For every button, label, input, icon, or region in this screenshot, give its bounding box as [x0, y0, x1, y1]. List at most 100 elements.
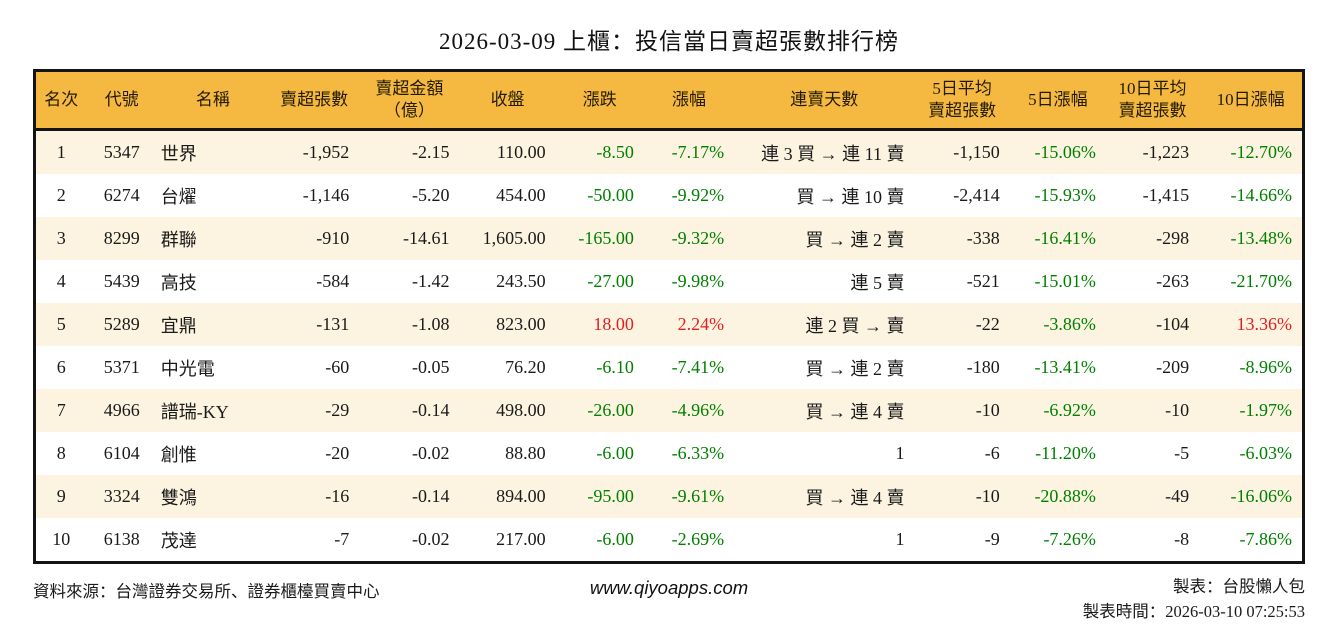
made-time-note: 製表時間：2026-03-10 07:25:53 — [1082, 601, 1305, 621]
change-cell: -50.00 — [587, 185, 634, 205]
name-cell: 群聯 — [160, 229, 197, 250]
name-cell: 世界 — [160, 143, 197, 164]
pct5-cell: -15.01% — [1034, 271, 1096, 291]
code-cell: 6104 — [103, 443, 140, 463]
close-cell: 498.00 — [496, 400, 546, 420]
change-cell: -27.00 — [587, 271, 634, 291]
pct10-cell: -8.96% — [1239, 357, 1293, 377]
streak-cell: 買 → 連 4 賣 — [805, 487, 905, 508]
made-by-note: 製表：台股懶人包 — [1173, 577, 1305, 596]
close-cell: 88.80 — [505, 443, 546, 463]
table-row: 4 5439 高技 -584 -1.42 243.50 -27.00 -9.98% 連 5 賣 -… — [34, 260, 1304, 303]
streak-cell: 買 → 連 4 賣 — [805, 401, 905, 422]
sell-qty-cell: -584 — [316, 271, 350, 291]
sell-qty-cell: -60 — [325, 357, 350, 377]
header-sell-qty: 賣超張數 — [269, 70, 360, 131]
avg10-cell: -263 — [1156, 271, 1190, 291]
close-cell: 243.50 — [496, 271, 546, 291]
avg10-cell: -298 — [1156, 228, 1190, 248]
avg5-cell: -22 — [975, 314, 1000, 334]
change-pct-cell: -2.69% — [671, 529, 725, 549]
avg5-cell: -2,414 — [953, 185, 1000, 205]
avg10-cell: -1,223 — [1142, 142, 1190, 162]
header-change: 漲跌 — [555, 70, 644, 131]
sell-qty-cell: -910 — [316, 228, 350, 248]
pct5-cell: -15.06% — [1034, 142, 1096, 162]
name-cell: 譜瑞-KY — [160, 401, 229, 422]
close-cell: 894.00 — [496, 486, 546, 506]
change-pct-cell: -9.61% — [671, 486, 725, 506]
change-pct-cell: -7.41% — [671, 357, 725, 377]
name-cell: 茂達 — [160, 530, 197, 551]
avg10-cell: -8 — [1174, 529, 1190, 549]
rank-cell: 10 — [52, 529, 71, 549]
sell-amt-cell: -0.14 — [411, 486, 450, 506]
table-row: 9 3324 雙鴻 -16 -0.14 894.00 -95.00 -9.61% 買 → 連 4… — [34, 475, 1304, 518]
avg5-cell: -10 — [975, 400, 1000, 420]
pct5-cell: -16.41% — [1034, 228, 1096, 248]
code-cell: 8299 — [103, 228, 140, 248]
website-text: www.qiyoapps.com — [589, 577, 749, 598]
sell-qty-cell: -16 — [325, 486, 350, 506]
pct10-cell: -12.70% — [1230, 142, 1293, 162]
rank-cell: 4 — [56, 271, 66, 291]
table-row: 7 4966 譜瑞-KY -29 -0.14 498.00 -26.00 -4.96% 買 → … — [34, 389, 1304, 432]
sell-ranking-table: 名次 代號 名稱 賣超張數 賣超金額 （億） 收盤 漲跌 漲幅 連賣天數 5日平… — [33, 69, 1305, 564]
code-cell: 5347 — [103, 142, 140, 162]
sell-qty-cell: -1,952 — [302, 142, 350, 162]
avg10-cell: -1,415 — [1142, 185, 1190, 205]
table-row: 2 6274 台燿 -1,146 -5.20 454.00 -50.00 -9.92% 買 → … — [34, 174, 1304, 217]
header-close: 收盤 — [459, 70, 556, 131]
header-avg5-sell: 5日平均 賣超張數 — [914, 70, 1010, 131]
table-header: 名次 代號 名稱 賣超張數 賣超金額 （億） 收盤 漲跌 漲幅 連賣天數 5日平… — [34, 70, 1304, 131]
code-cell: 6274 — [103, 185, 140, 205]
header-streak: 連賣天數 — [734, 70, 915, 131]
sell-amt-cell: -0.02 — [411, 443, 450, 463]
close-cell: 217.00 — [496, 529, 546, 549]
code-cell: 6138 — [103, 529, 140, 549]
close-cell: 823.00 — [496, 314, 546, 334]
close-cell: 110.00 — [496, 142, 546, 162]
avg10-cell: -5 — [1174, 443, 1190, 463]
rank-cell: 3 — [56, 228, 66, 248]
streak-cell: 買 → 連 2 賣 — [805, 358, 905, 379]
name-cell: 台燿 — [160, 186, 197, 207]
streak-cell: 1 — [895, 529, 905, 549]
table-row: 5 5289 宜鼎 -131 -1.08 823.00 18.00 2.24% 連 2 買 → … — [34, 303, 1304, 346]
table-row: 3 8299 群聯 -910 -14.61 1,605.00 -165.00 -9.32% 買 … — [34, 217, 1304, 260]
avg10-cell: -209 — [1156, 357, 1190, 377]
header-name: 名稱 — [156, 70, 270, 131]
change-pct-cell: -9.32% — [671, 228, 725, 248]
streak-cell: 連 3 買 → 連 11 賣 — [761, 143, 905, 164]
change-pct-cell: -9.92% — [671, 185, 725, 205]
header-row: 名次 代號 名稱 賣超張數 賣超金額 （億） 收盤 漲跌 漲幅 連賣天數 5日平… — [34, 70, 1304, 131]
pct10-cell: -14.66% — [1230, 185, 1293, 205]
change-cell: -165.00 — [578, 228, 634, 248]
rank-cell: 6 — [56, 357, 66, 377]
change-pct-cell: 2.24% — [677, 314, 725, 334]
pct5-cell: -3.86% — [1043, 314, 1096, 334]
sell-qty-cell: -20 — [325, 443, 350, 463]
change-pct-cell: -7.17% — [671, 142, 725, 162]
change-pct-cell: -6.33% — [671, 443, 725, 463]
sell-qty-cell: -1,146 — [302, 185, 350, 205]
pct5-cell: -6.92% — [1043, 400, 1096, 420]
change-cell: 18.00 — [593, 314, 634, 334]
avg5-cell: -521 — [966, 271, 1000, 291]
sell-qty-cell: -7 — [334, 529, 350, 549]
code-cell: 5289 — [103, 314, 140, 334]
header-avg10-sell: 10日平均 賣超張數 — [1105, 70, 1200, 131]
rank-cell: 5 — [56, 314, 66, 334]
streak-cell: 買 → 連 10 賣 — [796, 186, 905, 207]
table-row: 6 5371 中光電 -60 -0.05 76.20 -6.10 -7.41% 買 → 連 2 … — [34, 346, 1304, 389]
code-cell: 4966 — [103, 400, 140, 420]
rank-cell: 1 — [56, 142, 66, 162]
streak-cell: 連 2 買 → 賣 — [805, 315, 905, 336]
header-sell-amount: 賣超金額 （億） — [359, 70, 460, 131]
data-source-note: 資料來源：台灣證券交易所、證券櫃檯買賣中心 — [33, 582, 380, 601]
name-cell: 宜鼎 — [160, 315, 197, 336]
avg5-cell: -180 — [966, 357, 1000, 377]
change-cell: -26.00 — [587, 400, 634, 420]
close-cell: 76.20 — [505, 357, 546, 377]
sell-amt-cell: -0.14 — [411, 400, 450, 420]
